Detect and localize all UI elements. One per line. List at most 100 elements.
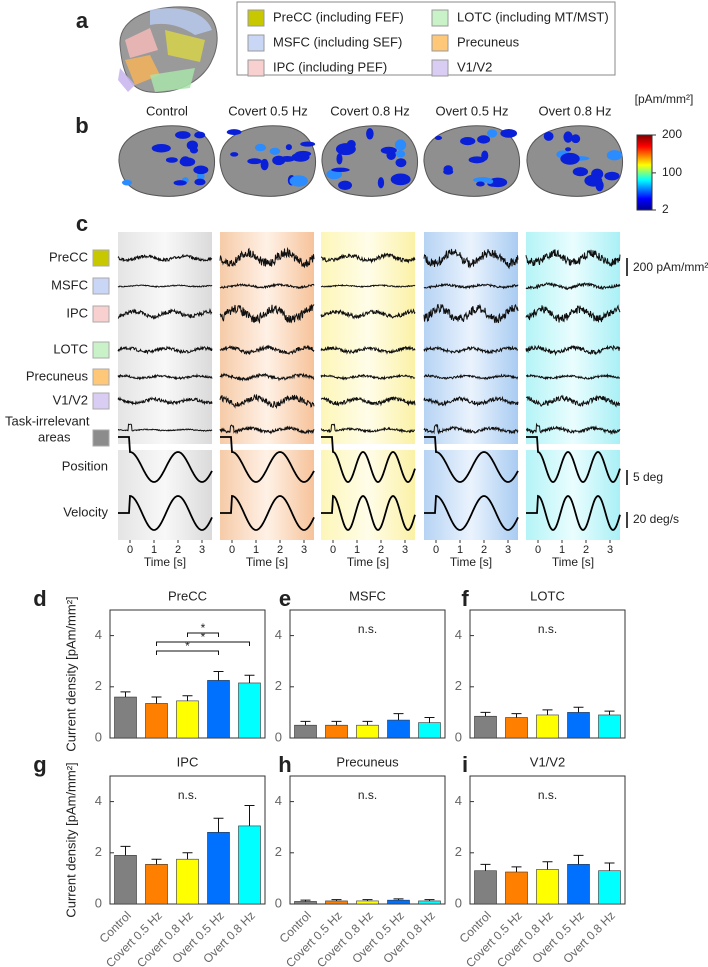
y-tick-label: 4 [275, 627, 282, 642]
activation-blob [572, 167, 589, 177]
trace [117, 396, 213, 406]
legend-swatch [431, 9, 449, 27]
activation-blob [443, 165, 453, 173]
annotation: n.s. [538, 788, 557, 802]
kinematic-trace [526, 494, 621, 531]
legend-label: PreCC (including FEF) [273, 9, 404, 24]
trace [219, 304, 315, 325]
activation-blob [395, 150, 406, 158]
kinematic-trace [118, 495, 213, 531]
kinematic-trace [424, 495, 519, 531]
bar [114, 855, 137, 905]
error-bar [182, 695, 193, 701]
y-tick-label: 2 [95, 844, 102, 859]
legend-label: Precuneus [457, 34, 520, 49]
colorbar-label: [pAm/mm²] [635, 92, 694, 106]
trace [525, 373, 620, 381]
x-tick-label: 2 [277, 544, 283, 556]
scale-label: 200 pAm/mm² [633, 260, 708, 274]
trace [117, 254, 213, 263]
kinematic-trace [220, 495, 315, 531]
error-bar [244, 674, 255, 683]
trace [525, 394, 621, 408]
error-bar [542, 709, 553, 715]
chart-title: LOTC [530, 588, 565, 603]
trace [117, 345, 213, 355]
y-tick-label: 0 [95, 729, 102, 744]
activation-blob [486, 178, 494, 184]
activation-blob [606, 150, 623, 161]
error-bar [300, 899, 311, 902]
bar [505, 717, 528, 739]
bar [387, 899, 410, 905]
colorbar-tick-label: 200 [662, 127, 682, 141]
activation-blob [563, 131, 573, 143]
activation-blob [196, 172, 205, 181]
x-tick-label: 1 [354, 544, 360, 556]
region-swatch [92, 368, 110, 386]
annotation: n.s. [358, 622, 377, 636]
trace [525, 422, 621, 435]
chart-title: PreCC [168, 588, 207, 603]
x-tick-label: 3 [402, 544, 408, 556]
bar [207, 832, 230, 905]
error-bar [362, 720, 373, 726]
condition-label: Control [146, 103, 188, 118]
y-tick-label: 0 [275, 729, 282, 744]
activation-blob [560, 152, 580, 165]
activation-blob [486, 129, 498, 138]
trace [219, 282, 315, 290]
activation-blob [189, 147, 199, 154]
legend-label: IPC (including PEF) [273, 59, 387, 74]
y-tick-label: 2 [455, 678, 462, 693]
activation-blob [390, 173, 411, 186]
trace-background [321, 450, 415, 540]
activation-blob [260, 158, 269, 171]
panel-label: c [76, 211, 88, 236]
region-swatch [92, 249, 110, 267]
error-bar [480, 863, 491, 871]
activation-blob [481, 150, 489, 161]
activation-blob [247, 158, 262, 165]
activation-blob [543, 131, 554, 141]
chart-title: MSFC [349, 588, 386, 603]
annotation: n.s. [358, 788, 377, 802]
x-tick-label: 1 [457, 544, 463, 556]
error-bar [120, 845, 131, 856]
region-label: PreCC [49, 249, 88, 264]
activation-blob [338, 180, 353, 190]
activation-blob [584, 174, 603, 187]
bar [238, 825, 261, 905]
legend-swatch [431, 59, 449, 77]
x-tick-label: 1 [151, 544, 157, 556]
activation-blob [194, 131, 206, 139]
activation-blob [380, 146, 397, 155]
activation-blob [254, 143, 267, 152]
legend-box [236, 1, 616, 76]
significance-label: * [201, 630, 206, 644]
trace [525, 249, 621, 267]
condition-label: Covert 0.8 Hz [330, 103, 409, 118]
trace [423, 373, 519, 381]
activation-blob [500, 128, 518, 138]
activation-blob [121, 179, 133, 186]
trace [117, 423, 213, 432]
region-swatch [92, 341, 110, 359]
trace-background [321, 232, 415, 444]
trace [320, 308, 416, 320]
kinematic-trace [321, 436, 416, 483]
error-bar [393, 898, 404, 901]
chart-title: Precuneus [336, 754, 399, 769]
activation-blob [175, 131, 191, 139]
scale-label: 5 deg [633, 470, 663, 484]
colorbar-tick-label: 100 [662, 165, 682, 179]
trace [525, 304, 621, 323]
trace [219, 394, 315, 410]
kinematic-trace [424, 436, 519, 483]
y-tick-label: 0 [275, 895, 282, 910]
region-swatch [92, 429, 110, 447]
panel-label: g [33, 752, 46, 777]
x-tick-label: 0 [127, 544, 133, 556]
error-bar [331, 720, 342, 726]
